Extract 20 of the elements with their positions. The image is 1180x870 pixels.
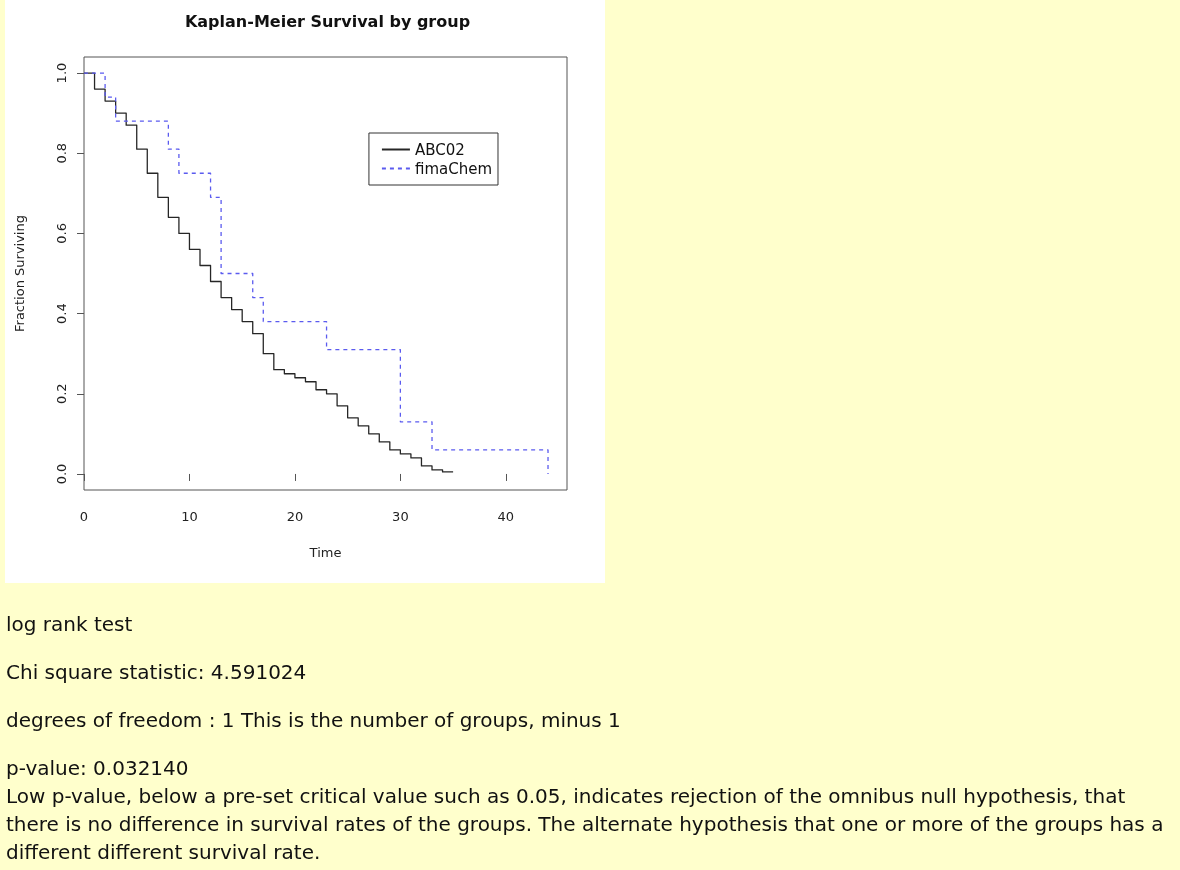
text: degrees of freedom : 1 This is the number of groups, minus 1 bbox=[6, 707, 622, 734]
text: p-value: 0.032140 Low p-value, below a pre-set critical value such as 0.05, indicates rejection of the omnibus null hypothesis, that there is no difference in survival rates of the groups. The alternate hypothesis that one or more of the groups has a different different survival rate. bbox=[6, 755, 1165, 866]
y-tick-label: 0.4 bbox=[54, 303, 69, 324]
x-tick-label: 0 bbox=[79, 509, 89, 524]
text: log rank test bbox=[6, 611, 134, 638]
x-tick-label: 10 bbox=[181, 509, 198, 524]
y-tick-label: 1.0 bbox=[54, 62, 69, 84]
legend-label: ABC02 bbox=[414, 140, 465, 159]
x-tick-label: 40 bbox=[497, 509, 515, 524]
y-tick-label: 0.2 bbox=[54, 383, 69, 405]
x-tick-label: 20 bbox=[286, 509, 304, 524]
text: Chi square statistic: 4.591024 bbox=[6, 659, 308, 686]
y-tick-label: 0.8 bbox=[54, 142, 69, 164]
y-tick-label: 0.6 bbox=[54, 223, 69, 244]
y-tick-label: 0.0 bbox=[54, 463, 69, 485]
legend-label: fimaChem bbox=[414, 159, 493, 178]
x-tick-label: 30 bbox=[392, 509, 409, 524]
x-axis-title: Time bbox=[308, 545, 342, 560]
chart-title: Kaplan-Meier Survival by group bbox=[184, 11, 471, 31]
y-axis-title: Fraction Surviving bbox=[12, 215, 27, 332]
